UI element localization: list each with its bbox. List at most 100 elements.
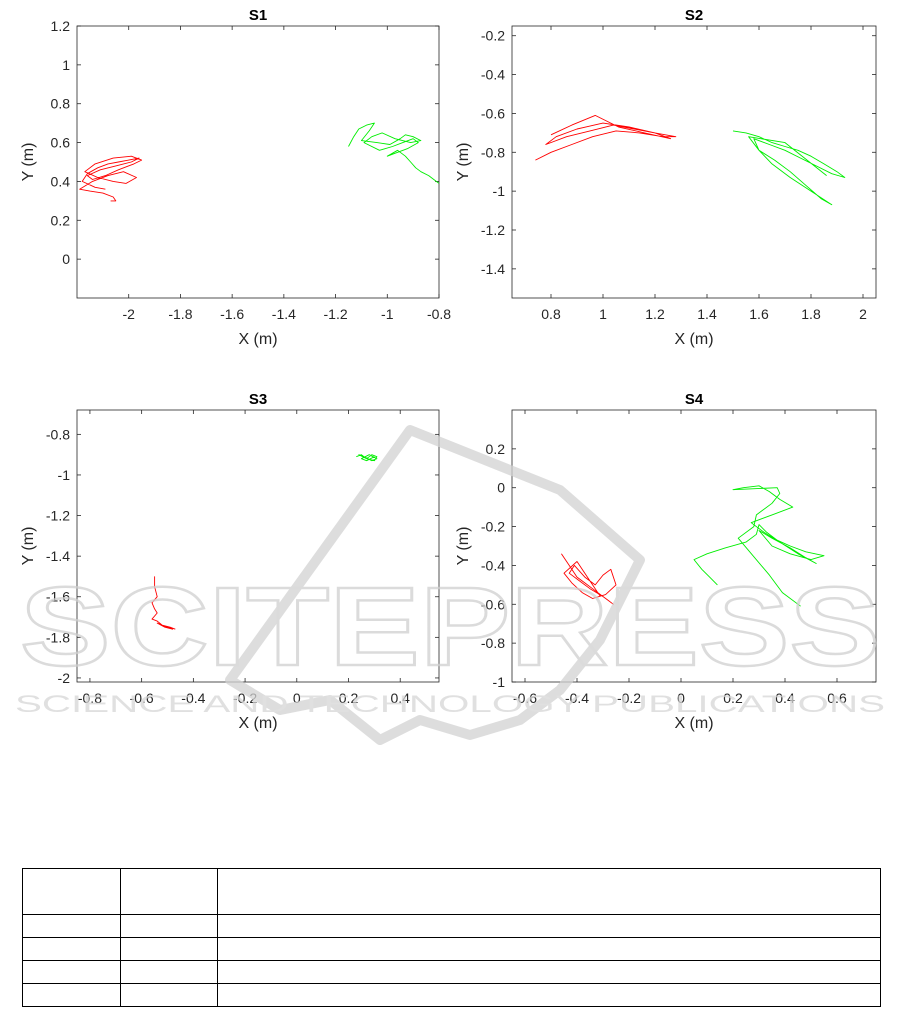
y-tick-label: 0.4 — [51, 173, 71, 189]
x-tick-label: -0.4 — [181, 690, 205, 706]
y-tick-label: 0.2 — [486, 441, 506, 457]
red-trajectory-line — [79, 155, 143, 202]
x-tick-label: -1.4 — [272, 306, 296, 322]
x-tick-label: 0.2 — [339, 690, 359, 706]
x-tick-label: -1.8 — [168, 306, 192, 322]
table-cell — [120, 937, 218, 961]
x-tick-label: 1.8 — [801, 306, 821, 322]
x-tick-label: -1 — [381, 306, 394, 322]
y-tick-label: 0.6 — [51, 135, 71, 151]
table-cell — [217, 983, 881, 1007]
y-tick-label: -1.2 — [481, 222, 505, 238]
green-trajectory-line — [356, 454, 378, 462]
subplot-s4: S4 -0.6 -0.4 -0.2 0 0.2 0.4 0.6 -1 -0.8 -0.6 -0.4 -0… — [455, 391, 877, 732]
y-tick-label: -1 — [493, 183, 506, 199]
x-tick-label: -0.8 — [78, 690, 102, 706]
table-cell — [217, 914, 881, 938]
y-tick-label: -0.2 — [481, 28, 505, 44]
green-trajectory-line — [732, 130, 846, 206]
watermark-emblem — [225, 425, 645, 745]
red-trajectory-line — [561, 553, 617, 605]
y-tick-label: -0.6 — [481, 596, 505, 612]
subplot-title: S1 — [249, 7, 267, 24]
x-tick-label: -0.8 — [427, 306, 451, 322]
table-cell — [22, 937, 121, 961]
x-tick-label: -0.6 — [513, 690, 537, 706]
y-tick-label: -1.4 — [46, 548, 70, 564]
y-tick-label: 1.2 — [51, 18, 71, 34]
table-cell — [22, 914, 121, 938]
empty-table — [22, 868, 881, 1007]
x-tick-label: -2 — [122, 306, 135, 322]
x-tick-label: 0.2 — [723, 690, 743, 706]
table-cell — [22, 983, 121, 1007]
table-cell — [22, 960, 121, 984]
x-tick-label: -0.4 — [565, 690, 589, 706]
subplot-s2: S2 0.8 1 1.2 1.4 1.6 1.8 2 -1.4 -1.2 -1 -0.8 -0.6 -0.… — [455, 7, 877, 348]
y-axis-label: Y (m) — [455, 143, 472, 182]
y-axis-label: Y (m) — [20, 143, 37, 182]
y-axis-label: Y (m) — [20, 527, 37, 566]
x-tick-label: 1.6 — [749, 306, 769, 322]
y-tick-label: 0 — [497, 480, 505, 496]
x-axis-label: X (m) — [238, 331, 277, 348]
table-cell — [217, 960, 881, 984]
y-tick-label: -0.4 — [481, 67, 505, 83]
table-cell — [120, 983, 218, 1007]
x-tick-label: 0.6 — [827, 690, 847, 706]
x-tick-label: 0.4 — [390, 690, 410, 706]
y-tick-label: -1.2 — [46, 508, 70, 524]
y-tick-label: 0.2 — [51, 212, 71, 228]
watermark-text: SCITEPRESS — [20, 564, 880, 689]
y-tick-label: -0.8 — [46, 426, 70, 442]
y-tick-label: -1.8 — [46, 629, 70, 645]
table-cell — [120, 960, 218, 984]
subplot-title: S4 — [685, 391, 704, 408]
table-header-cell — [22, 868, 121, 915]
y-tick-label: -0.2 — [481, 519, 505, 535]
x-tick-label: 1.2 — [645, 306, 665, 322]
red-trajectory-line — [535, 114, 677, 161]
green-trajectory-line — [348, 122, 439, 184]
axes-box — [511, 409, 877, 683]
y-tick-label: 0 — [62, 251, 70, 267]
y-tick-label: -0.4 — [481, 557, 505, 573]
subplot-s1: S1 -2 -1.8 -1.6 -1.4 -1.2 -1 -0.8 0 0.2 0.4 0.6 0.8 1… — [20, 7, 451, 348]
subplot-title: S3 — [249, 391, 267, 408]
table-cell — [120, 914, 218, 938]
table-row — [22, 937, 881, 961]
x-tick-label: 0 — [677, 690, 685, 706]
y-tick-label: -1.6 — [46, 589, 70, 605]
figure-canvas: S1 -2 -1.8 -1.6 -1.4 -1.2 -1 -0.8 0 0.2 0.4 0.6 0.8 1… — [15, 7, 885, 745]
x-tick-label: 0 — [293, 690, 301, 706]
x-axis-label: X (m) — [674, 715, 713, 732]
x-tick-label: -1.6 — [220, 306, 244, 322]
y-tick-label: -2 — [58, 670, 71, 686]
table-row — [22, 960, 881, 984]
data-table — [22, 868, 881, 1007]
y-tick-label: -0.8 — [481, 635, 505, 651]
table-header-cell — [217, 868, 881, 915]
x-tick-label: -0.6 — [130, 690, 154, 706]
table-row — [22, 983, 881, 1007]
x-tick-label: 0.4 — [775, 690, 795, 706]
y-tick-label: -1 — [58, 467, 71, 483]
watermark: SCITEPRESS SCIENCE AND TECHNOLOGY PUBLIC… — [15, 425, 885, 745]
watermark-subtext: SCIENCE AND TECHNOLOGY PUBLICATIONS — [15, 691, 885, 718]
x-axis-label: X (m) — [238, 715, 277, 732]
red-trajectory-line — [151, 576, 176, 630]
x-tick-label: 0.8 — [541, 306, 561, 322]
subplot-title: S2 — [685, 7, 703, 24]
y-tick-label: -0.6 — [481, 105, 505, 121]
subplot-s3: S3-0.8 -0.6 -0.4 -0.2 0 0.2 0.4-2-1.8-1.6-1.4-… — [20, 391, 440, 732]
axes-box — [511, 25, 877, 299]
table-cell — [217, 937, 881, 961]
table-row — [22, 914, 881, 938]
y-tick-label: -1 — [493, 674, 506, 690]
x-tick-label: -1.2 — [324, 306, 348, 322]
x-tick-label: 1 — [599, 306, 607, 322]
table-header-cell — [120, 868, 218, 915]
table-header-row — [22, 868, 881, 915]
x-axis-label: X (m) — [674, 331, 713, 348]
y-tick-label: -1.4 — [481, 261, 505, 277]
